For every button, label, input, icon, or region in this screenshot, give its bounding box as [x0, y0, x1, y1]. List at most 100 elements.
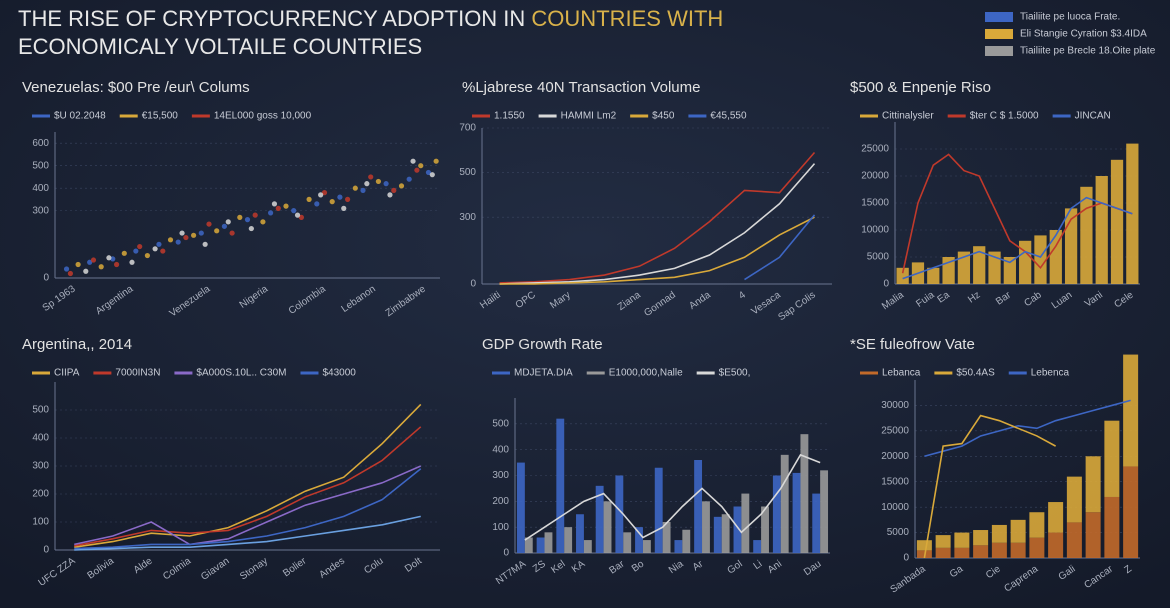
scatter-point: [275, 205, 281, 211]
bar: [1064, 208, 1078, 284]
bar: [1110, 159, 1124, 284]
line: [74, 515, 421, 551]
y-tick-label: 500: [492, 418, 509, 429]
scatter-point: [364, 181, 370, 187]
scatter-point: [221, 223, 227, 229]
scatter-point: [406, 176, 412, 182]
chart-title: Argentina,, 2014: [22, 336, 132, 353]
bar: [1104, 420, 1120, 497]
y-tick-label: 600: [32, 138, 49, 149]
y-tick-label: 300: [459, 212, 476, 223]
y-tick-label: 5000: [867, 252, 890, 263]
bar: [603, 501, 612, 553]
scatter-point: [318, 192, 324, 198]
scatter-point: [429, 172, 435, 178]
legend-label: HAMMI Lm2: [561, 111, 617, 122]
bar: [916, 540, 932, 551]
scatter-point: [214, 228, 220, 234]
y-tick-label: 500: [459, 167, 476, 178]
bar: [721, 514, 730, 553]
scatter-point: [229, 230, 235, 236]
scatter-point: [198, 230, 204, 236]
bar: [1123, 354, 1139, 467]
x-tick-label: 4: [737, 289, 748, 301]
scatter-point: [144, 252, 150, 259]
legend-label: CIIPA: [54, 368, 80, 379]
scatter-point: [98, 264, 104, 270]
bar: [1066, 522, 1082, 558]
line: [901, 153, 1133, 274]
legend-label: Lebenca: [1031, 368, 1070, 379]
bar: [733, 506, 742, 553]
bar: [991, 542, 1007, 558]
scatter-point: [294, 212, 301, 218]
bar: [1003, 257, 1016, 284]
bar: [954, 547, 970, 558]
bar: [927, 267, 940, 284]
scatter-point: [418, 163, 424, 169]
bar: [991, 524, 1007, 543]
scatter-point: [252, 212, 258, 218]
y-tick-label: 700: [459, 123, 476, 134]
legend-label: 14EL000 goss 10,000: [214, 111, 312, 122]
bar: [761, 506, 769, 553]
scatter-point: [298, 214, 304, 220]
y-tick-label: 200: [492, 496, 509, 507]
bar: [1034, 235, 1047, 284]
scatter-point: [383, 181, 389, 187]
scatter-point: [237, 214, 243, 220]
scatter-point: [291, 208, 297, 214]
bar: [772, 475, 781, 553]
legend-label: $U 02.2048: [54, 111, 106, 122]
y-tick-label: 100: [32, 517, 49, 528]
legend-label: $A000S.10L.. C30M: [196, 368, 286, 379]
scatter-point: [398, 183, 405, 189]
bar: [1066, 476, 1082, 523]
bar: [1085, 456, 1101, 513]
line: [499, 163, 816, 285]
bar: [800, 434, 809, 553]
scatter-point: [87, 259, 93, 265]
scatter-point: [225, 219, 231, 225]
title-part: THE RISE OF CRYPTOCURRENCY ADOPTION IN: [18, 6, 531, 31]
bar: [1123, 466, 1139, 558]
legend-label: 1.1550: [494, 111, 525, 122]
scatter-point: [248, 225, 254, 232]
main-title-line2: ECONOMICALY VOLTAILE COUNTRIES: [18, 34, 422, 59]
scatter-point: [183, 234, 189, 241]
scatter-point: [129, 259, 135, 265]
bar: [583, 540, 592, 553]
y-tick-label: 5000: [887, 527, 910, 538]
legend-swatch: [985, 29, 1013, 39]
scatter-point: [175, 239, 181, 245]
bar: [935, 547, 951, 558]
bar: [1048, 532, 1064, 558]
scatter-point: [283, 203, 289, 209]
y-tick-label: 100: [492, 522, 509, 533]
y-tick-label: 25000: [881, 425, 909, 436]
bar: [536, 537, 545, 553]
scatter-point: [306, 196, 312, 202]
scatter-point: [156, 241, 162, 247]
legend-swatch: [985, 46, 1013, 56]
line: [924, 399, 1131, 458]
y-tick-label: 300: [492, 470, 509, 481]
bar: [812, 493, 821, 553]
legend-swatch: [985, 12, 1013, 22]
bar: [1095, 176, 1108, 284]
bar: [682, 529, 691, 553]
legend-label: $E500,: [719, 368, 751, 379]
line: [499, 216, 815, 285]
scatter-point: [337, 194, 343, 200]
y-tick-label: 0: [503, 548, 509, 559]
bar: [674, 540, 683, 553]
scatter-point: [206, 221, 212, 227]
legend-label: €15,500: [142, 111, 179, 122]
scatter-point: [387, 192, 393, 198]
y-tick-label: 10000: [881, 502, 909, 513]
scatter-point: [268, 210, 274, 216]
bar: [713, 516, 722, 553]
bar: [973, 246, 986, 284]
